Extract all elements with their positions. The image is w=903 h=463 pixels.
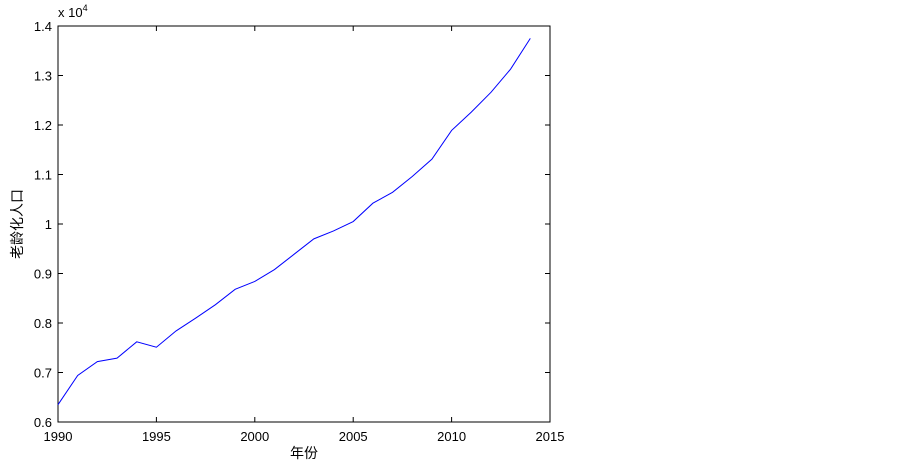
data-line bbox=[57, 38, 531, 405]
x-axis-label: 年份 bbox=[290, 446, 318, 462]
y-tick-label: 0.8 bbox=[34, 316, 52, 331]
x-tick-label: 2010 bbox=[437, 429, 466, 444]
x-tick-label: 2015 bbox=[536, 429, 565, 444]
y-tick-label: 1.3 bbox=[34, 69, 52, 84]
y-tick-label: 0.9 bbox=[34, 267, 52, 282]
y-tick-label: 1.1 bbox=[34, 168, 52, 183]
x-tick-label: 1995 bbox=[142, 429, 171, 444]
y-tick-label: 0.6 bbox=[34, 415, 52, 430]
multiplier-base: x 10 bbox=[58, 5, 83, 20]
y-multiplier: x 104 bbox=[58, 3, 88, 20]
x-tick-label: 1990 bbox=[44, 429, 73, 444]
y-axis-label: 老龄化人口 bbox=[10, 189, 26, 259]
y-tick-label: 1.2 bbox=[34, 118, 52, 133]
x-tick-label: 2005 bbox=[339, 429, 368, 444]
y-tick-label: 1.4 bbox=[34, 19, 52, 34]
x-tick-label: 2000 bbox=[240, 429, 269, 444]
y-tick-label: 0.7 bbox=[34, 366, 52, 381]
multiplier-exponent: 4 bbox=[83, 3, 88, 13]
y-tick-label: 1 bbox=[45, 217, 52, 232]
